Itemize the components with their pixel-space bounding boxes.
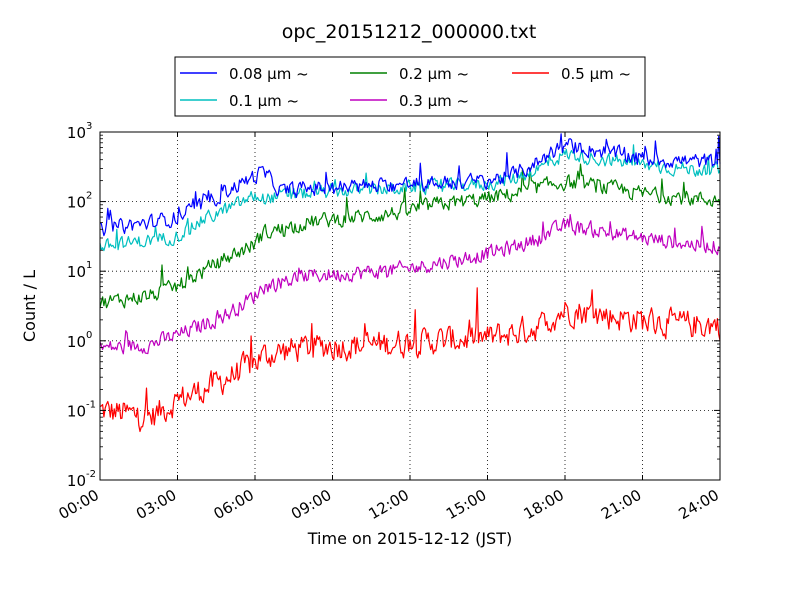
- y-tick-exponent: -1: [86, 399, 96, 410]
- y-tick-label: 10: [67, 333, 86, 351]
- legend-label-4: 0.5 μm ~: [561, 65, 631, 83]
- y-tick-exponent: 1: [86, 260, 92, 271]
- legend-label-2: 0.2 μm ~: [399, 65, 469, 83]
- series-group: [99, 133, 721, 433]
- series-line-0: [99, 133, 721, 237]
- legend: 0.08 μm ~ 0.1 μm ~ 0.2 μm ~ 0.3 μm ~ 0.5 μm …: [174, 56, 646, 117]
- y-tick-label: 10: [67, 263, 86, 281]
- y-tick-label: 10: [67, 472, 86, 490]
- x-axis-label: Time on 2015-12-12 (JST): [307, 529, 512, 548]
- y-tick-exponent: 3: [86, 121, 92, 132]
- grid: [100, 132, 720, 480]
- series-line-3: [99, 214, 721, 355]
- y-tick-label: 10: [67, 124, 86, 142]
- legend-frame: [174, 56, 646, 117]
- legend-label-0: 0.08 μm ~: [229, 65, 309, 83]
- plot-area: [100, 132, 720, 480]
- y-tick-exponent: -2: [86, 469, 96, 480]
- legend-label-3: 0.3 μm ~: [399, 92, 469, 110]
- series-line-4: [99, 287, 721, 433]
- y-tick-exponent: 0: [86, 330, 92, 341]
- series-line-1: [99, 144, 721, 252]
- y-tick-label: 10: [67, 194, 86, 212]
- y-tick-label: 10: [67, 402, 86, 420]
- y-tick-exponent: 2: [86, 191, 92, 202]
- series-line-2: [99, 163, 721, 309]
- y-axis-label: Count / L: [20, 270, 39, 342]
- chart-title: opc_20151212_000000.txt: [282, 21, 537, 43]
- legend-label-1: 0.1 μm ~: [229, 92, 299, 110]
